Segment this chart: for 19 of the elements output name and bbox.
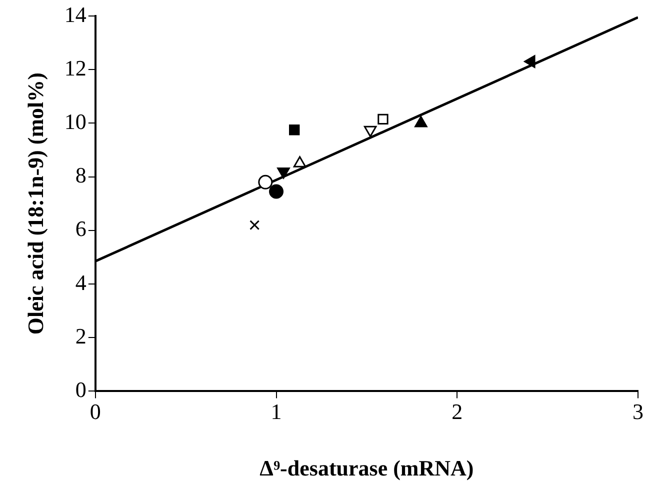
y-tick-label: 12	[64, 55, 86, 80]
y-tick-label: 0	[75, 376, 86, 402]
point	[378, 114, 388, 125]
x-tick-label: 3	[632, 399, 644, 424]
x-tick-label: 2	[452, 399, 463, 424]
y-tick-label: 14	[64, 2, 86, 27]
y-axis-title: Oleic acid (18:1n-9) (mol%)	[22, 72, 48, 335]
point	[258, 174, 273, 190]
point	[524, 55, 536, 68]
point	[250, 220, 260, 230]
x-axis-title: Δ⁹-desaturase (mRNA)	[260, 455, 474, 480]
x-tick-label: 1	[270, 399, 282, 424]
y-tick-label: 8	[75, 162, 86, 188]
y-tick-label: 6	[75, 216, 86, 242]
y-tick-label: 2	[75, 323, 86, 348]
y-tick-label: 4	[75, 270, 86, 295]
point	[289, 124, 300, 136]
point	[269, 184, 284, 199]
y-tick-label: 10	[64, 108, 86, 134]
